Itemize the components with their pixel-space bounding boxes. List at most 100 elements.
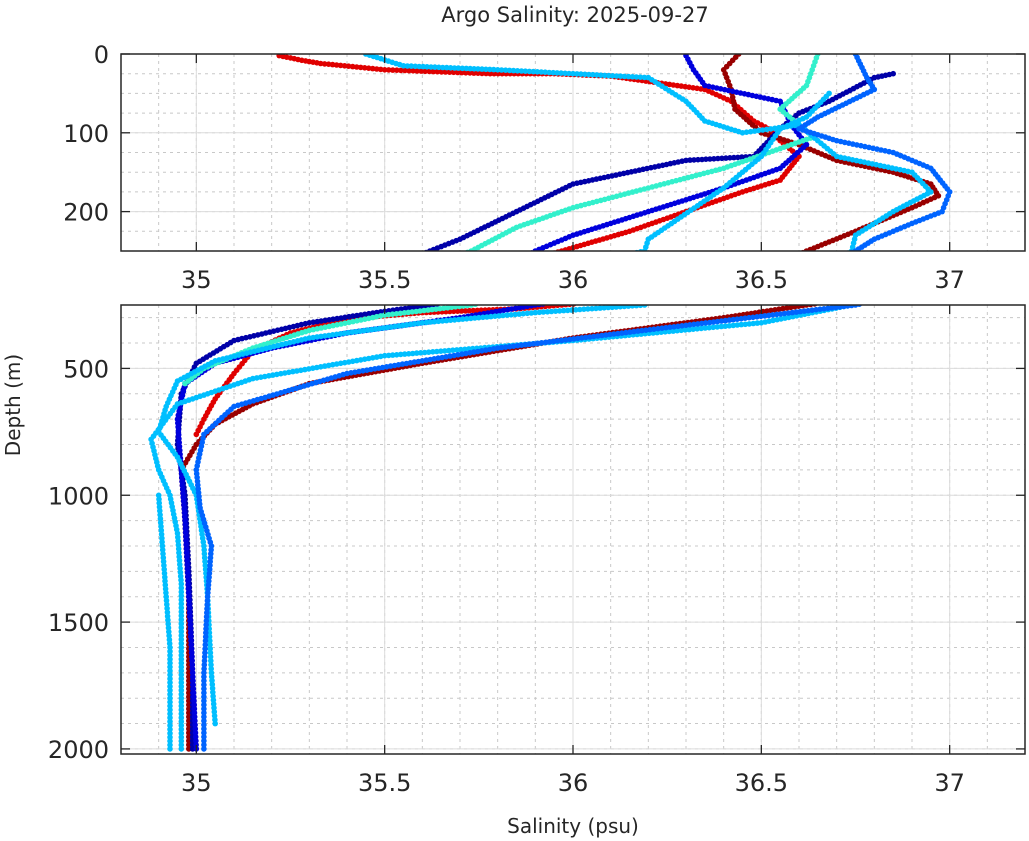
y-tick-label: 200: [63, 199, 109, 227]
data-point: [178, 605, 185, 611]
data-point: [167, 711, 173, 717]
data-point: [711, 156, 717, 162]
data-point: [479, 70, 485, 77]
chart-title: Argo Salinity: 2025-09-27: [441, 3, 708, 27]
data-point: [201, 734, 207, 740]
data-point: [201, 706, 207, 712]
data-point: [723, 155, 729, 161]
data-point: [458, 308, 465, 314]
data-point: [178, 683, 185, 690]
data-point: [206, 634, 213, 640]
data-point: [185, 589, 192, 596]
data-point: [167, 699, 173, 705]
x-tick-label: 37: [934, 769, 965, 797]
data-point: [178, 652, 185, 659]
data-point: [504, 312, 510, 318]
data-point: [187, 613, 193, 620]
data-point: [167, 695, 173, 701]
data-point: [687, 157, 693, 163]
data-point: [201, 730, 207, 736]
data-point: [167, 718, 173, 725]
data-point: [385, 352, 392, 359]
data-point: [167, 668, 173, 674]
data-point: [189, 654, 195, 660]
data-point: [167, 687, 173, 694]
data-point: [845, 251, 851, 257]
data-point: [178, 620, 185, 627]
data-point: [183, 545, 190, 552]
data-point: [190, 682, 196, 688]
data-point: [458, 69, 465, 76]
data-point: [178, 589, 185, 595]
data-point: [755, 127, 762, 134]
data-point: [418, 68, 425, 74]
data-point: [202, 650, 208, 656]
data-point: [617, 305, 624, 310]
data-point: [201, 702, 207, 708]
data-point: [581, 306, 587, 313]
data-point: [450, 69, 457, 76]
data-point: [184, 553, 190, 560]
data-point: [201, 710, 207, 716]
data-point: [404, 63, 411, 69]
data-point: [706, 324, 712, 331]
data-point: [398, 306, 404, 312]
data-point: [421, 349, 428, 356]
data-point: [540, 309, 547, 315]
data-point: [345, 63, 352, 69]
data-point: [468, 315, 474, 322]
data-point: [192, 726, 199, 732]
x-axis-label: Salinity (psu): [507, 814, 639, 838]
data-point: [188, 646, 195, 652]
data-point: [454, 69, 461, 76]
data-point: [695, 156, 701, 163]
data-point: [207, 646, 213, 652]
data-point: [187, 622, 193, 628]
data-point: [573, 307, 579, 313]
data-point: [189, 658, 195, 664]
data-point: [625, 73, 632, 80]
data-point: [605, 305, 611, 311]
data-point: [167, 644, 173, 651]
data-point: [430, 349, 436, 355]
data-point: [525, 252, 531, 258]
data-point: [201, 662, 208, 668]
data-point: [791, 305, 798, 310]
y-tick-label: 100: [63, 120, 109, 148]
data-point: [182, 529, 189, 536]
data-point: [510, 67, 517, 74]
data-point: [191, 702, 197, 708]
data-point: [552, 308, 559, 315]
data-point: [208, 658, 214, 664]
data-point: [167, 660, 173, 666]
data-point: [188, 634, 194, 640]
data-point: [543, 339, 549, 346]
data-point: [178, 703, 185, 709]
data-point: [184, 565, 191, 572]
data-point: [207, 638, 213, 644]
data-layer: [276, 54, 953, 258]
data-point: [434, 348, 440, 355]
x-tick-label: 36: [558, 266, 589, 294]
x-tick-label: 35: [181, 769, 212, 797]
data-point: [394, 306, 400, 313]
data-point: [190, 686, 197, 692]
data-point: [178, 730, 185, 737]
data-point: [655, 325, 661, 332]
data-point: [390, 67, 396, 73]
data-point: [546, 69, 552, 76]
data-point: [178, 632, 185, 639]
data-point: [556, 308, 563, 314]
data-point: [203, 626, 209, 632]
data-point: [203, 622, 209, 628]
data-point: [167, 707, 173, 713]
data-point: [589, 305, 595, 312]
data-point: [699, 156, 705, 163]
data-point: [178, 636, 185, 643]
data-point: [203, 613, 210, 620]
data-point: [670, 328, 676, 334]
data-point: [201, 670, 207, 676]
x-tick-label: 37: [934, 266, 965, 294]
data-point: [423, 319, 430, 326]
